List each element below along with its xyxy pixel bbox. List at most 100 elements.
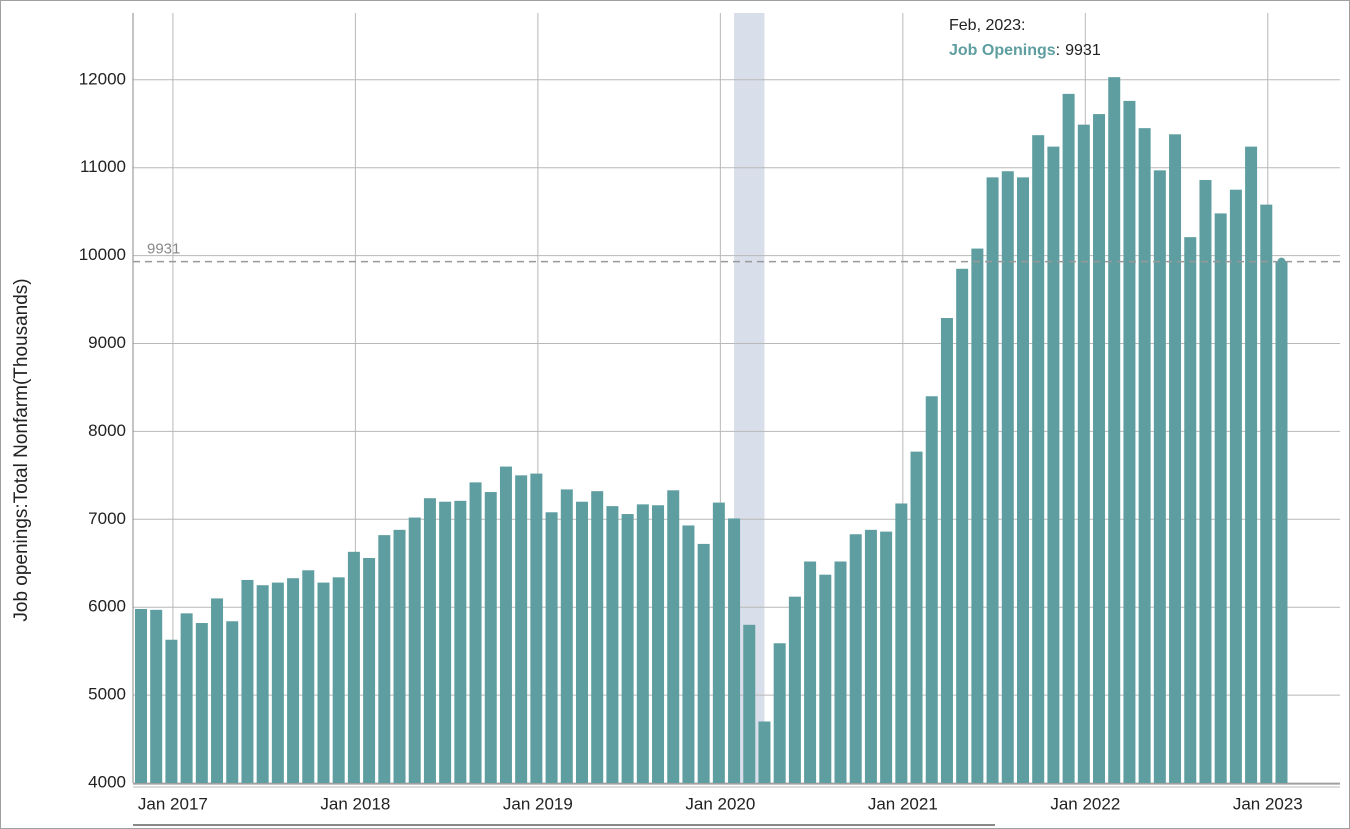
x-tick-label: Jan 2020 [685, 794, 755, 813]
bar [1077, 124, 1090, 783]
x-tick-label: Jan 2019 [503, 794, 573, 813]
bar [834, 561, 847, 783]
bar [910, 451, 923, 783]
x-tick-label: Jan 2017 [138, 794, 208, 813]
bar [1214, 213, 1227, 784]
bar [211, 598, 224, 783]
bar [408, 517, 421, 783]
bar [864, 529, 877, 783]
y-tick-label: 10000 [79, 245, 126, 264]
bar [1260, 204, 1273, 784]
bar [1047, 146, 1060, 783]
bar [393, 529, 406, 783]
bar [652, 505, 665, 783]
bar [971, 248, 984, 783]
x-tick-label: Jan 2021 [868, 794, 938, 813]
bar [819, 574, 832, 783]
y-tick-label: 11000 [80, 157, 126, 176]
bar [1199, 180, 1212, 783]
y-tick-label: 7000 [88, 509, 126, 528]
bar [135, 608, 147, 783]
reference-label: 9931 [147, 241, 180, 258]
y-tick-label: 4000 [88, 772, 126, 791]
bar [545, 512, 558, 783]
bar [1032, 135, 1045, 783]
bar [1062, 93, 1075, 784]
bar [1275, 261, 1288, 783]
bar [925, 396, 938, 783]
y-tick-label: 5000 [88, 685, 126, 704]
bar [560, 489, 573, 783]
bar [575, 501, 588, 783]
bar [439, 501, 452, 783]
bar [256, 585, 269, 783]
y-tick-label: 6000 [88, 597, 126, 616]
tooltip-value: 9931 [1065, 42, 1101, 59]
bar [378, 535, 391, 783]
bar [1016, 177, 1029, 784]
bar [469, 482, 482, 783]
bar [499, 466, 512, 783]
x-tick-label: Jan 2022 [1050, 794, 1120, 813]
y-tick-label: 9000 [88, 333, 126, 352]
bar [591, 491, 604, 783]
bar [743, 624, 756, 783]
bar [1138, 128, 1151, 783]
bar [788, 596, 801, 783]
bar [195, 623, 208, 783]
bar [454, 500, 467, 783]
bar [712, 502, 725, 783]
bar [347, 551, 360, 783]
tooltip-title: Feb, 2023: [949, 17, 1026, 34]
bar [986, 177, 999, 784]
bar [667, 490, 680, 783]
bar [758, 721, 771, 783]
bar [271, 582, 284, 783]
bar [515, 475, 528, 783]
bar [180, 613, 193, 783]
bar [697, 543, 710, 783]
bar [606, 506, 619, 783]
bar [484, 492, 497, 783]
bar [530, 473, 543, 783]
bar [332, 577, 345, 783]
bar [1245, 146, 1258, 783]
bar [1184, 237, 1197, 784]
bar [804, 561, 817, 783]
bar [1108, 77, 1121, 783]
bar [880, 531, 893, 783]
bar [317, 582, 330, 783]
bar [423, 498, 436, 783]
x-tick-label: Jan 2023 [1233, 794, 1303, 813]
bar [165, 639, 178, 783]
bar [940, 318, 953, 783]
x-tick-label: Jan 2018 [320, 794, 390, 813]
tooltip-series: Job Openings [949, 42, 1056, 59]
bar [1093, 114, 1106, 783]
bar [302, 570, 315, 783]
bar [636, 504, 649, 783]
bar [1001, 171, 1014, 783]
bar [1229, 189, 1242, 783]
bar [226, 621, 239, 783]
bar [773, 643, 786, 783]
bar [1169, 134, 1182, 783]
bar [728, 518, 741, 783]
y-axis-label: Job openings:Total Nonfarm(Thousands) [11, 278, 32, 621]
y-tick-label: 12000 [79, 69, 126, 88]
bar [956, 268, 969, 783]
bar [363, 557, 376, 783]
bar [150, 609, 163, 783]
bar [621, 514, 634, 783]
bar [1123, 100, 1136, 784]
bar [849, 534, 862, 783]
bar [682, 525, 695, 783]
tooltip-separator: : [1056, 42, 1060, 59]
bar [1153, 170, 1166, 783]
y-tick-label: 8000 [88, 421, 126, 440]
bar [287, 578, 300, 783]
tooltip-body: Job Openings: 9931 [949, 42, 1101, 59]
bar [895, 503, 908, 783]
